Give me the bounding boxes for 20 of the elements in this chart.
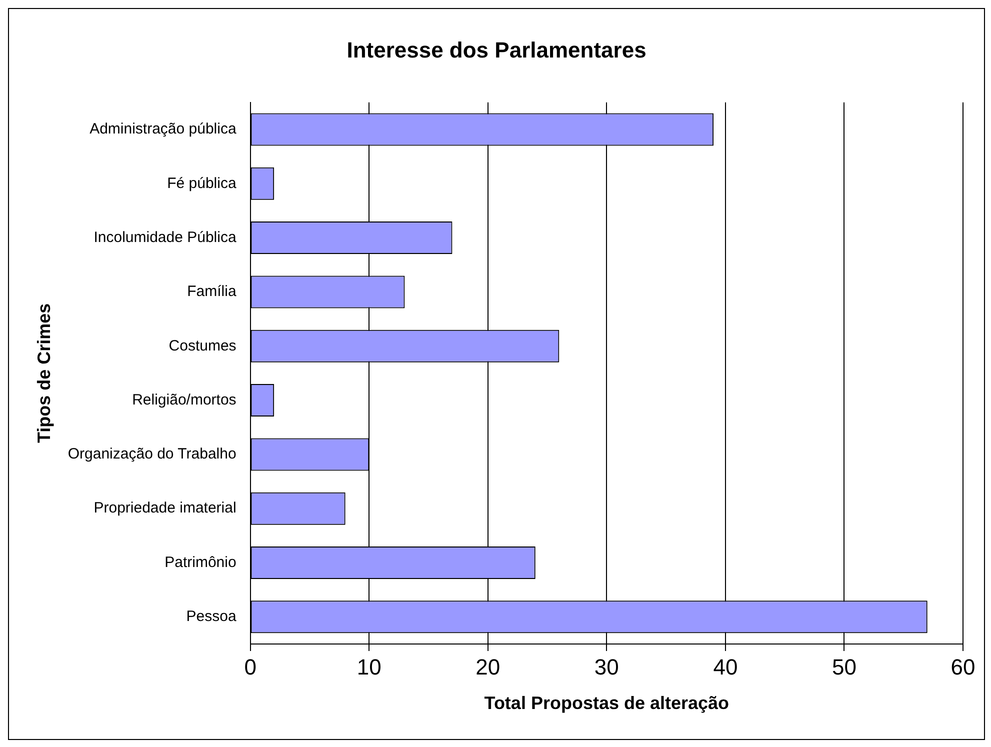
x-axis-title: Total Propostas de alteração [484,693,730,714]
y-tick-label: Patrimônio [164,554,236,571]
y-tick-label: Incolumidade Pública [94,228,237,246]
x-tick-label: 30 [594,654,619,680]
x-tick-label: 10 [356,654,382,680]
x-tick-label: 20 [476,654,500,680]
y-tick-label: Propriedade imaterial [94,500,236,517]
y-tick-label: Administração pública [90,120,237,138]
y-tick-label: Organização do Trabalho [68,446,236,463]
y-axis-title: Tipos de Crimes [34,303,54,444]
x-tick-label: 50 [832,654,856,680]
y-tick-label: Pessoa [186,608,237,626]
y-tick-label: Costumes [168,337,236,354]
y-tick-label: Religião/mortos [132,391,236,408]
y-tick-label: Família [187,283,237,300]
x-tick-label: 60 [950,654,976,680]
x-tick-label: 40 [713,654,738,680]
x-tick-label: 0 [244,654,256,680]
y-tick-label: Fé pública [167,174,237,192]
chart-title: Interesse dos Parlamentares [346,37,646,62]
